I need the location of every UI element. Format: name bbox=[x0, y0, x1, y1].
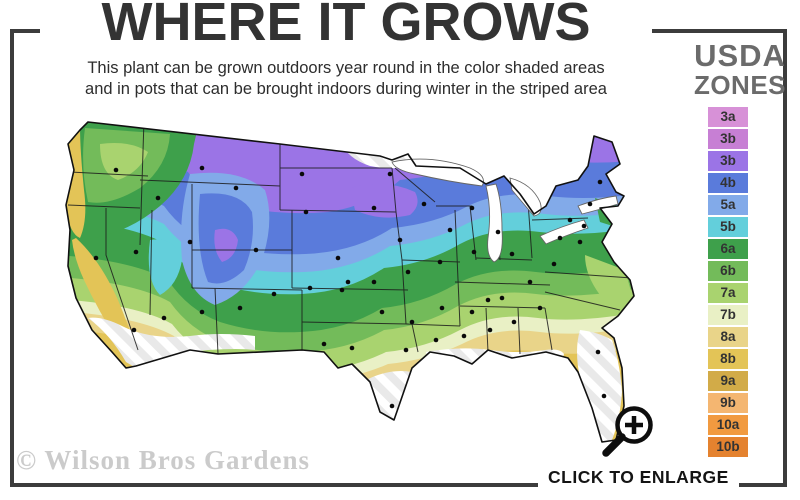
city-dot bbox=[131, 327, 137, 333]
city-dot bbox=[433, 337, 439, 343]
city-dot bbox=[371, 279, 377, 285]
city-dot bbox=[199, 309, 205, 315]
city-dot bbox=[371, 205, 377, 211]
city-dot bbox=[499, 295, 505, 301]
city-dot bbox=[557, 235, 563, 241]
city-dot bbox=[339, 287, 345, 293]
usda-zone-map[interactable] bbox=[40, 110, 660, 466]
city-dot bbox=[113, 167, 119, 173]
city-dot bbox=[581, 223, 587, 229]
watermark: © Wilson Bros Gardens bbox=[16, 445, 310, 475]
great-lakes bbox=[391, 158, 619, 263]
city-dot bbox=[93, 255, 99, 261]
city-dot bbox=[403, 347, 409, 353]
zone-swatch-3a: 3a bbox=[708, 107, 748, 127]
zone-swatch-8b: 8b bbox=[708, 349, 748, 369]
lake-huron-shape bbox=[509, 177, 542, 217]
city-dot bbox=[379, 309, 385, 315]
city-dot bbox=[509, 251, 515, 257]
city-dot bbox=[421, 201, 427, 207]
zone-swatch-9b: 9b bbox=[708, 393, 748, 413]
city-dot bbox=[447, 227, 453, 233]
city-dot bbox=[387, 171, 393, 177]
zone-swatch-5b: 5b bbox=[708, 217, 748, 237]
subtitle: This plant can be grown outdoors year ro… bbox=[40, 58, 652, 100]
city-dot bbox=[345, 279, 351, 285]
city-dot bbox=[461, 333, 467, 339]
city-dot bbox=[577, 239, 583, 245]
subtitle-line-1: This plant can be grown outdoors year ro… bbox=[87, 59, 605, 77]
zone-swatch-6a: 6a bbox=[708, 239, 748, 259]
city-dot bbox=[199, 165, 205, 171]
zone-swatch-9a: 9a bbox=[708, 371, 748, 391]
city-dot bbox=[437, 259, 443, 265]
city-dot bbox=[349, 345, 355, 351]
city-dot bbox=[233, 185, 239, 191]
city-dot bbox=[409, 319, 415, 325]
city-dot bbox=[405, 269, 411, 275]
city-dot bbox=[303, 209, 309, 215]
zone-legend-list: 3a 3b 3b 4b 5a 5b 6a 6b 7a 7b 8a 8b 9a 9b 10a 10b bbox=[708, 107, 748, 459]
city-dot bbox=[161, 315, 167, 321]
zone-swatch-5a: 5a bbox=[708, 195, 748, 215]
lake-erie-shape bbox=[539, 219, 589, 245]
lake-michigan-shape bbox=[485, 183, 503, 263]
zone-swatch-3b: 3b bbox=[708, 151, 748, 171]
zone-swatch-6b: 6b bbox=[708, 261, 748, 281]
city-dot bbox=[469, 309, 475, 315]
city-dot bbox=[511, 319, 517, 325]
city-dot bbox=[595, 349, 601, 355]
city-dot bbox=[537, 305, 543, 311]
zone-swatch-8a: 8a bbox=[708, 327, 748, 347]
zone-swatch-7b: 7b bbox=[708, 305, 748, 325]
zone-swatch-10a: 10a bbox=[708, 415, 748, 435]
city-dot bbox=[397, 237, 403, 243]
city-dot bbox=[299, 171, 305, 177]
city-dot bbox=[335, 255, 341, 261]
legend-title-zones: ZONES bbox=[693, 70, 787, 100]
click-to-enlarge-button[interactable]: CLICK TO ENLARGE bbox=[538, 466, 739, 489]
city-dot bbox=[155, 195, 161, 201]
city-dot bbox=[271, 291, 277, 297]
city-dot bbox=[551, 261, 557, 267]
legend-title: USDA ZONES bbox=[688, 40, 792, 100]
city-dot bbox=[439, 305, 445, 311]
usda-zone-map-svg[interactable] bbox=[40, 110, 660, 466]
city-dot bbox=[307, 285, 313, 291]
city-dot bbox=[187, 239, 193, 245]
zoom-in-icon[interactable] bbox=[590, 403, 664, 463]
city-dot bbox=[237, 305, 243, 311]
lake-ontario-shape bbox=[577, 195, 619, 215]
city-dots bbox=[93, 165, 607, 409]
zone-swatch-7a: 7a bbox=[708, 283, 748, 303]
lake-superior-shape bbox=[391, 158, 484, 187]
city-dot bbox=[469, 205, 475, 211]
city-dot bbox=[133, 249, 139, 255]
zone-swatch-4b: 4b bbox=[708, 173, 748, 193]
city-dot bbox=[321, 341, 327, 347]
city-dot bbox=[527, 279, 533, 285]
city-dot bbox=[597, 179, 603, 185]
city-dot bbox=[587, 201, 593, 207]
city-dot bbox=[485, 297, 491, 303]
city-dot bbox=[487, 327, 493, 333]
city-dot bbox=[567, 217, 573, 223]
city-dot bbox=[471, 249, 477, 255]
city-dot bbox=[495, 229, 501, 235]
page-title: WHERE IT GROWS bbox=[40, 0, 652, 51]
city-dot bbox=[601, 393, 607, 399]
zone-color-bands bbox=[66, 122, 634, 442]
city-dot bbox=[389, 403, 395, 409]
city-dot bbox=[253, 247, 259, 253]
zone-swatch-10b: 10b bbox=[708, 437, 748, 457]
legend-title-usda: USDA bbox=[694, 38, 786, 73]
zone-swatch-3b: 3b bbox=[708, 129, 748, 149]
subtitle-line-2: and in pots that can be brought indoors … bbox=[85, 80, 607, 99]
